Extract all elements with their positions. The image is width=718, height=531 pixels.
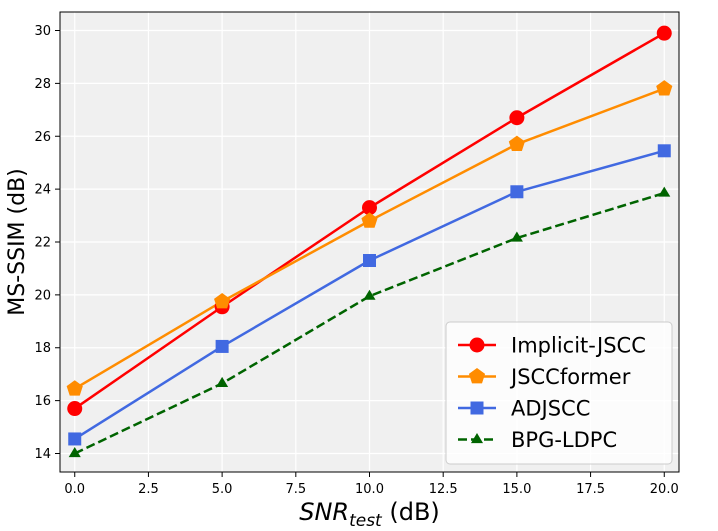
x-axis-title-subscript: test xyxy=(349,511,383,531)
x-axis-title: SNRtest (dB) xyxy=(299,498,440,531)
y-tick-label: 28 xyxy=(34,77,51,92)
data-point-adjscc xyxy=(657,144,671,158)
x-tick-label: 0.0 xyxy=(64,482,85,497)
data-point-jsccformer xyxy=(361,212,378,228)
legend-marker-jsccformer xyxy=(468,368,486,384)
x-tick-label: 20.0 xyxy=(650,482,679,497)
data-point-jsccformer xyxy=(656,80,673,96)
data-point-implicit-jscc xyxy=(362,200,377,216)
data-point-implicit-jscc xyxy=(509,110,525,126)
data-point-bpg-ldpc xyxy=(68,446,81,458)
data-point-jsccformer xyxy=(214,292,231,309)
y-tick-label: 22 xyxy=(34,236,51,251)
legend-label-bpg-ldpc: BPG-LDPC xyxy=(511,428,617,452)
data-point-bpg-ldpc xyxy=(658,186,671,197)
data-point-adjscc xyxy=(510,185,524,199)
x-tick-label: 5.0 xyxy=(212,482,233,497)
data-point-jsccformer xyxy=(508,135,525,152)
y-tick-label: 24 xyxy=(34,183,51,198)
series-markers xyxy=(66,25,673,458)
x-axis-title-unit: (dB) xyxy=(382,498,440,526)
x-axis-ticks: 0.0 2.5 5.0 7.5 10.0 12.5 15.0 17.5 20.0 xyxy=(64,472,679,497)
x-axis-title-main: SNR xyxy=(299,498,349,526)
x-tick-label: 15.0 xyxy=(502,482,531,497)
legend-marker-adjscc xyxy=(470,401,484,415)
x-tick-label: 12.5 xyxy=(429,482,458,497)
x-tick-label: 17.5 xyxy=(576,482,605,497)
legend: Implicit-JSCC JSCCformer ADJSCC BPG-LDPC xyxy=(445,321,673,465)
y-tick-label: 30 xyxy=(34,24,51,39)
data-point-bpg-ldpc xyxy=(216,376,229,388)
y-axis-title: MS-SSIM (dB) xyxy=(5,168,30,316)
legend-marker-implicit-jscc xyxy=(469,337,485,353)
data-point-bpg-ldpc xyxy=(363,289,376,300)
y-axis-ticks: 14 16 18 20 22 24 26 28 30 xyxy=(34,24,60,462)
data-point-bpg-ldpc xyxy=(510,231,523,242)
data-point-implicit-jscc xyxy=(656,25,672,41)
legend-box xyxy=(445,321,673,465)
data-point-implicit-jscc xyxy=(67,401,83,417)
x-tick-label: 10.0 xyxy=(355,482,384,497)
data-point-adjscc xyxy=(68,432,82,446)
x-tick-label: 2.5 xyxy=(138,482,159,497)
y-tick-label: 26 xyxy=(34,130,51,145)
y-tick-label: 18 xyxy=(34,341,51,356)
data-point-adjscc xyxy=(363,254,376,268)
series-line-bpg-ldpc xyxy=(74,191,665,455)
legend-marker-bpg-ldpc xyxy=(470,433,484,444)
x-tick-label: 7.5 xyxy=(285,482,306,497)
y-tick-label: 16 xyxy=(34,394,51,409)
data-point-jsccformer xyxy=(66,380,83,396)
legend-label-adjscc: ADJSCC xyxy=(511,397,590,421)
data-point-adjscc xyxy=(215,339,229,353)
legend-label-jsccformer: JSCCformer xyxy=(509,365,631,389)
y-tick-label: 14 xyxy=(34,447,51,462)
legend-label-implicit-jscc: Implicit-JSCC xyxy=(511,334,646,358)
y-tick-label: 20 xyxy=(34,288,51,303)
